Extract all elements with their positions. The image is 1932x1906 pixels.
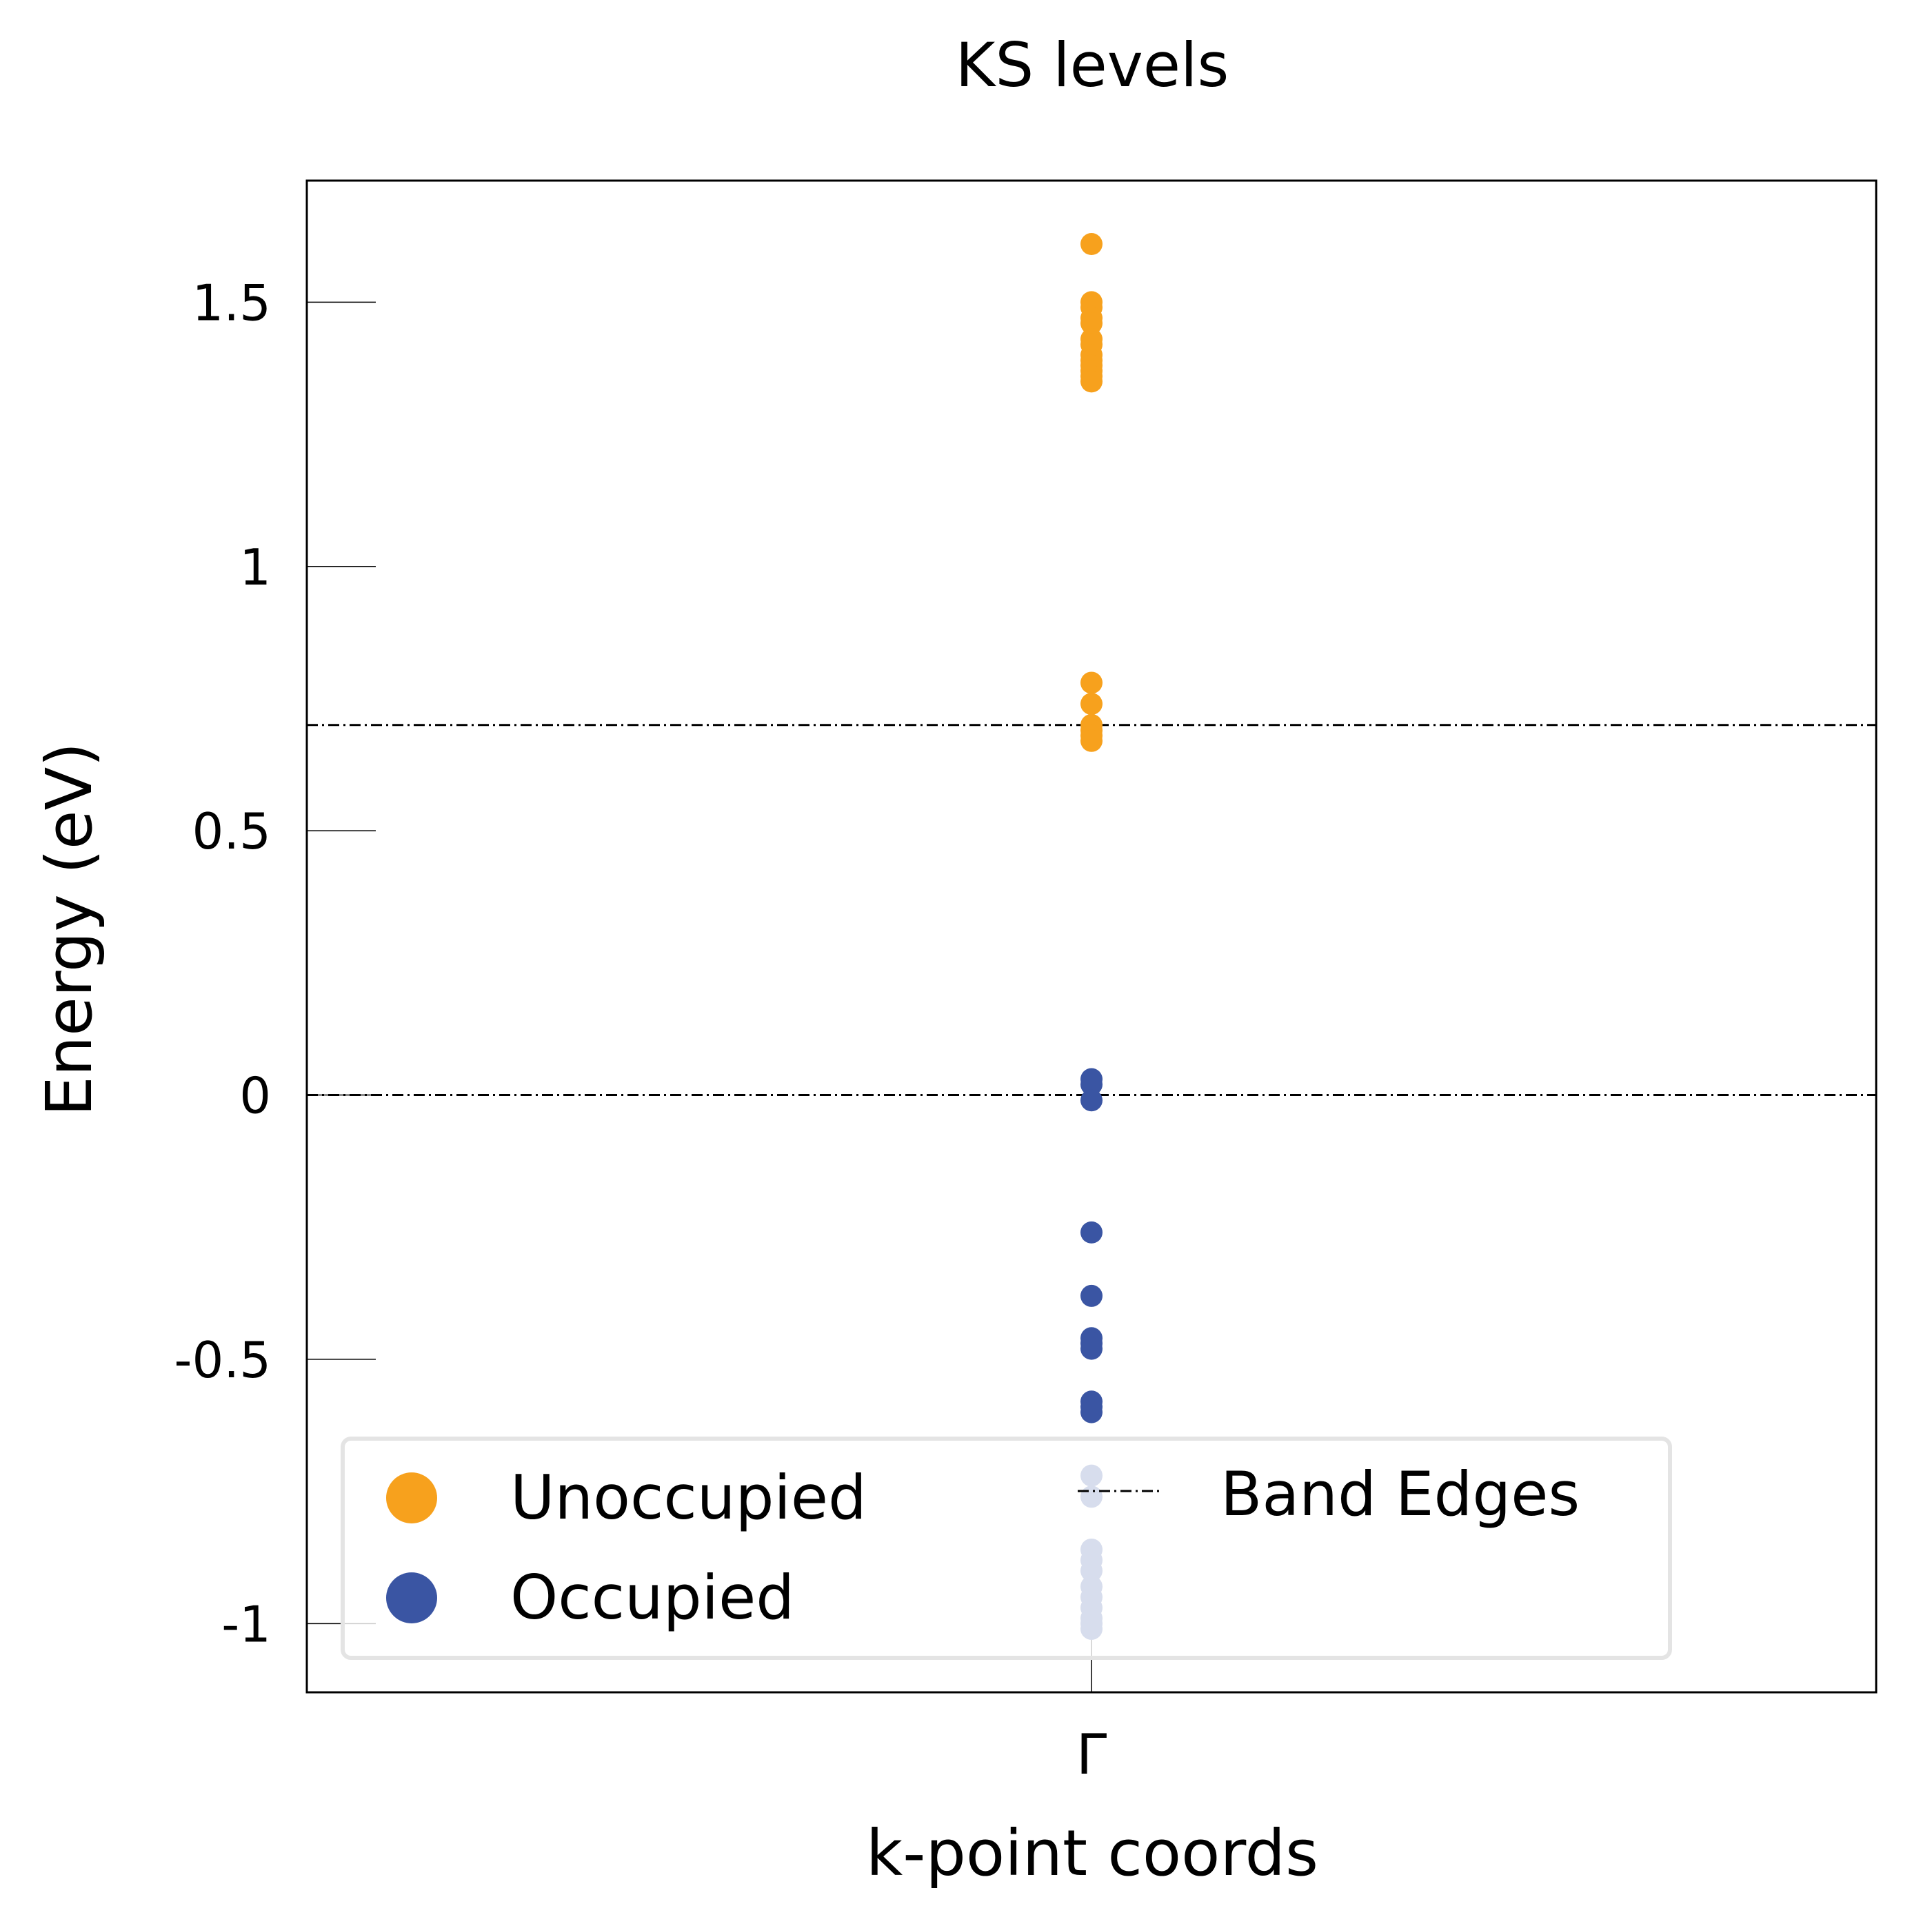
point-unoccupied xyxy=(1080,370,1103,393)
chart-title: KS levels xyxy=(956,30,1229,101)
band-edge-lines xyxy=(307,724,1876,1097)
legend-label-band-edges: Band Edges xyxy=(1220,1459,1580,1530)
y-tick-label: 0.5 xyxy=(192,802,271,860)
legend: Unoccupied Occupied Band Edges xyxy=(341,1437,1672,1660)
y-tick-label: -1 xyxy=(221,1595,271,1653)
point-unoccupied xyxy=(1080,671,1103,694)
y-axis-label: Energy (eV) xyxy=(32,742,106,1117)
point-unoccupied xyxy=(1080,233,1103,256)
point-occupied xyxy=(1080,1089,1103,1112)
point-occupied xyxy=(1080,1401,1103,1423)
y-tick-label: 0 xyxy=(239,1067,271,1125)
x-axis-label: k-point coords xyxy=(866,1816,1318,1890)
data-points xyxy=(1080,233,1103,1640)
point-occupied xyxy=(1080,1284,1103,1307)
legend-box xyxy=(341,1437,1672,1660)
point-unoccupied xyxy=(1080,312,1103,335)
y-tick-label: -0.5 xyxy=(174,1331,271,1389)
point-unoccupied xyxy=(1080,729,1103,752)
point-unoccupied xyxy=(1080,693,1103,716)
point-occupied xyxy=(1080,1221,1103,1244)
legend-label-unoccupied: Unoccupied xyxy=(510,1462,867,1533)
x-tick-label: Γ xyxy=(1076,1723,1107,1787)
point-occupied xyxy=(1080,1073,1103,1096)
legend-marker-unoccupied xyxy=(386,1472,437,1523)
y-tick-label: 1 xyxy=(239,538,271,596)
plot-frame xyxy=(305,179,1878,1694)
y-tick-label: 1.5 xyxy=(192,274,271,332)
legend-marker-occupied xyxy=(386,1572,437,1623)
legend-label-occupied: Occupied xyxy=(510,1562,794,1633)
point-occupied xyxy=(1080,1337,1103,1360)
axis-ticks: 1.5 1 0.5 0 -0.5 -1 Γ xyxy=(174,274,1107,1787)
